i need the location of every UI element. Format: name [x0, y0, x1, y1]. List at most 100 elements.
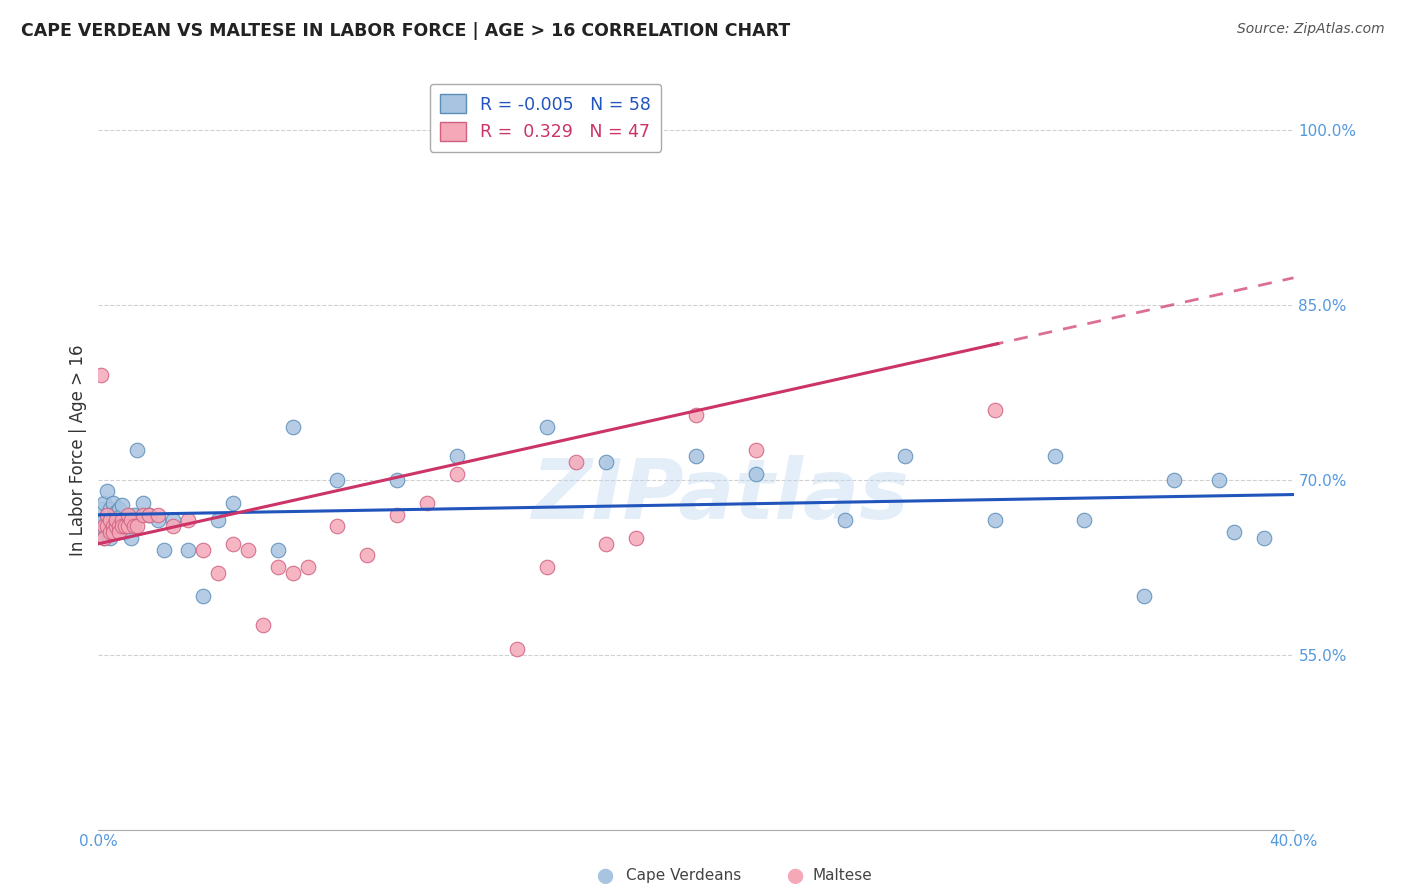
Point — [120, 531, 142, 545]
Point — [385, 508, 409, 522]
Point — [103, 525, 125, 540]
Point — [108, 525, 131, 540]
Point — [127, 519, 149, 533]
Point — [1073, 513, 1095, 527]
Point — [595, 537, 617, 551]
Point — [108, 501, 131, 516]
Point — [111, 519, 134, 533]
Point — [96, 519, 118, 533]
Point — [191, 589, 214, 603]
Point — [191, 542, 214, 557]
Point — [267, 542, 290, 557]
Point — [565, 455, 588, 469]
Point — [1133, 589, 1156, 603]
Point — [117, 508, 139, 522]
Point — [90, 519, 112, 533]
Point — [127, 443, 149, 458]
Point — [114, 525, 136, 540]
Point — [834, 513, 856, 527]
Point — [385, 473, 409, 487]
Point — [108, 510, 131, 524]
Point — [745, 443, 768, 458]
Point — [207, 566, 229, 580]
Point — [506, 641, 529, 656]
Point — [446, 467, 468, 481]
Point — [105, 519, 128, 533]
Y-axis label: In Labor Force | Age > 16: In Labor Force | Age > 16 — [69, 344, 87, 557]
Legend: R = -0.005   N = 58, R =  0.329   N = 47: R = -0.005 N = 58, R = 0.329 N = 47 — [430, 84, 661, 152]
Point — [105, 513, 128, 527]
Point — [1163, 473, 1185, 487]
Point — [90, 501, 112, 516]
Point — [111, 519, 134, 533]
Point — [111, 498, 134, 512]
Point — [98, 525, 122, 540]
Point — [1043, 450, 1066, 464]
Point — [114, 513, 136, 527]
Point — [177, 542, 200, 557]
Point — [207, 513, 229, 527]
Point — [132, 496, 155, 510]
Point — [105, 505, 128, 519]
Point — [103, 519, 125, 533]
Point — [984, 402, 1007, 417]
Point — [93, 496, 115, 510]
Point — [98, 519, 122, 533]
Point — [103, 525, 125, 540]
Point — [114, 519, 136, 533]
Point — [96, 508, 118, 522]
Point — [162, 519, 184, 533]
Point — [108, 519, 131, 533]
Point — [117, 522, 139, 536]
Point — [120, 513, 142, 527]
Point — [148, 513, 170, 527]
Point — [281, 566, 304, 580]
Point — [267, 560, 290, 574]
Point — [177, 513, 200, 527]
Point — [111, 513, 134, 527]
Point — [124, 508, 146, 522]
Text: ⬤: ⬤ — [596, 868, 613, 884]
Point — [138, 508, 160, 522]
Point — [105, 513, 128, 527]
Point — [356, 549, 378, 563]
Point — [153, 542, 176, 557]
Point — [90, 368, 112, 382]
Point — [98, 501, 122, 516]
Point — [984, 513, 1007, 527]
Point — [416, 496, 439, 510]
Point — [297, 560, 319, 574]
Text: Maltese: Maltese — [813, 869, 872, 883]
Point — [138, 508, 160, 522]
Point — [1208, 473, 1230, 487]
Point — [132, 508, 155, 522]
Point — [685, 450, 707, 464]
Point — [236, 542, 259, 557]
Text: Source: ZipAtlas.com: Source: ZipAtlas.com — [1237, 22, 1385, 37]
Point — [117, 519, 139, 533]
Point — [252, 618, 274, 632]
Point — [595, 455, 617, 469]
Point — [96, 525, 118, 540]
Point — [326, 473, 349, 487]
Point — [536, 420, 558, 434]
Point — [124, 519, 146, 533]
Text: ⬤: ⬤ — [786, 868, 803, 884]
Point — [1253, 531, 1275, 545]
Point — [96, 508, 118, 522]
Point — [93, 519, 115, 533]
Point — [626, 531, 648, 545]
Point — [745, 467, 768, 481]
Point — [162, 513, 184, 527]
Text: ZIPatlas: ZIPatlas — [531, 456, 908, 536]
Point — [222, 496, 245, 510]
Point — [536, 560, 558, 574]
Point — [685, 409, 707, 423]
Point — [103, 496, 125, 510]
Point — [108, 519, 131, 533]
Point — [105, 519, 128, 533]
Point — [148, 508, 170, 522]
Point — [117, 513, 139, 527]
Point — [222, 537, 245, 551]
Point — [93, 531, 115, 545]
